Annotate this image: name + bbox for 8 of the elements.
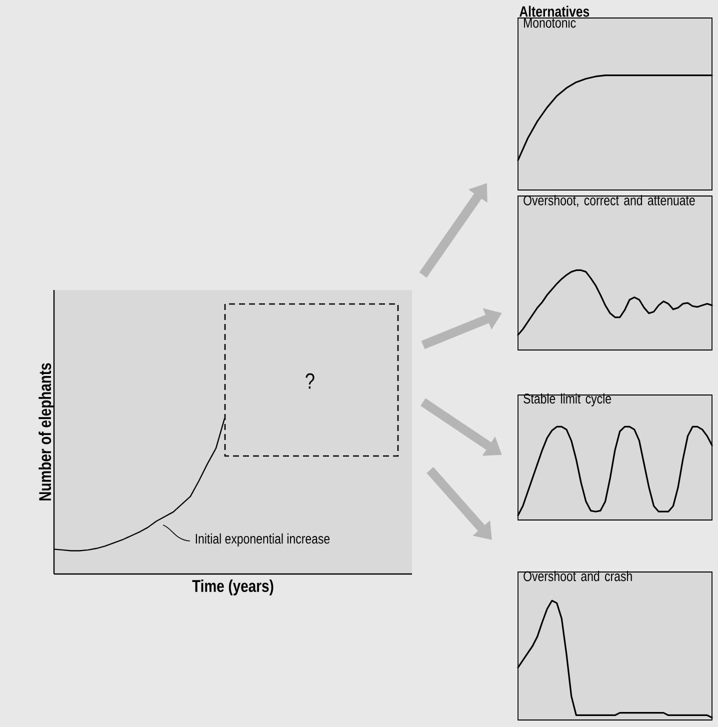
text: ? [306, 373, 314, 389]
text: Alternatives [520, 6, 590, 17]
chart-title: Overshoot, correct and attenuate [524, 195, 695, 207]
x-axis-title: Time (years) [192, 580, 274, 596]
annotation: Initial exponential increase [196, 533, 330, 546]
y-axis-title: Number of elephants [38, 363, 54, 500]
chart-title: Overshoot and crash [524, 570, 632, 582]
chart-title: Monotonic [524, 18, 576, 28]
